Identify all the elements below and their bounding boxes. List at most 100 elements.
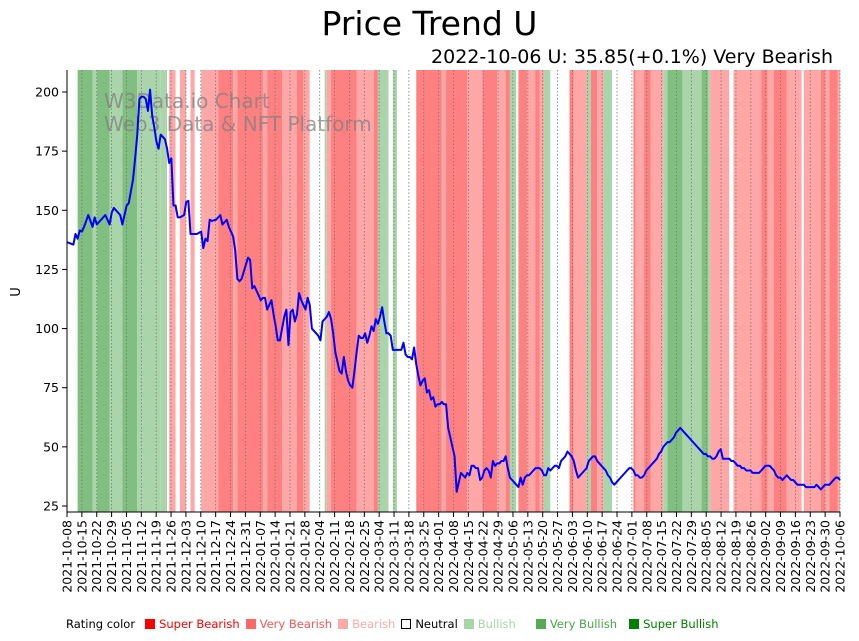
rating-band-neutral: [397, 70, 417, 512]
rating-band-very-bearish: [644, 70, 651, 512]
x-tick-label: 2022-03-11: [387, 520, 402, 593]
rating-band-bearish: [635, 70, 645, 512]
x-tick-label: 2022-08-05: [699, 520, 714, 593]
legend-title: Rating color: [66, 617, 136, 631]
x-tick-label: 2022-09-30: [818, 520, 833, 593]
legend-swatch: [535, 619, 546, 629]
rating-band-bearish: [303, 70, 310, 512]
x-tick-label: 2022-07-22: [669, 520, 684, 593]
x-tick-label: 2021-12-24: [223, 520, 238, 593]
rating-band-bearish: [201, 70, 208, 512]
rating-band-bearish: [467, 70, 483, 512]
rating-band-bullish: [682, 70, 702, 512]
rating-band-very-bearish: [820, 70, 826, 512]
x-tick-label: 2022-04-22: [476, 520, 491, 593]
legend-label: Super Bullish: [643, 617, 719, 631]
rating-band-bearish: [282, 70, 297, 512]
x-tick-label: 2022-02-11: [327, 520, 342, 593]
rating-band-bearish: [207, 70, 219, 512]
x-tick-label: 2022-08-19: [728, 520, 743, 593]
x-tick-label: 2021-12-03: [178, 520, 193, 593]
x-tick-label: 2021-12-17: [208, 520, 223, 593]
rating-band-very-bearish: [535, 70, 540, 512]
y-tick-label: 150: [35, 203, 59, 218]
rating-band-bearish: [179, 70, 187, 512]
x-tick-label: 2022-06-10: [580, 520, 595, 593]
x-tick-label: 2021-11-12: [134, 520, 149, 593]
rating-band-bullish: [324, 70, 327, 512]
rating-band-very-bearish: [829, 70, 838, 512]
legend-item-very-bullish: Very Bullish: [535, 617, 617, 631]
y-tick-label: 125: [35, 262, 59, 277]
x-tick-label: 2022-04-29: [491, 520, 506, 593]
legend-swatch: [629, 619, 640, 629]
rating-band-bullish: [707, 70, 711, 512]
x-tick-label: 2021-10-15: [74, 520, 89, 593]
rating-band-neutral: [186, 70, 191, 512]
x-tick-label: 2022-08-12: [714, 520, 729, 593]
x-tick-label: 2022-03-25: [416, 520, 431, 593]
rating-band-very-bearish: [590, 70, 598, 512]
rating-band-bearish: [786, 70, 802, 512]
rating-band-very-bearish: [482, 70, 498, 512]
x-tick-label: 2022-06-24: [610, 520, 625, 593]
rating-band-bearish: [326, 70, 332, 512]
legend-label: Super Bearish: [159, 617, 240, 631]
rating-band-neutral: [318, 70, 325, 512]
x-tick-label: 2022-07-15: [654, 520, 669, 593]
rating-band-bullish: [137, 70, 161, 512]
rating-band-neutral: [167, 70, 170, 512]
rating-band-bullish: [586, 70, 591, 512]
rating-band-bearish: [597, 70, 604, 512]
rating-band-bearish: [803, 70, 821, 512]
x-tick-label: 2021-11-19: [149, 520, 164, 593]
watermark-line-2: Web3 Data & NFT Platform: [104, 112, 372, 136]
x-tick-label: 2022-09-02: [758, 520, 773, 593]
x-tick-label: 2022-06-17: [595, 520, 610, 593]
rating-band-very-bearish: [271, 70, 283, 512]
x-tick-label: 2022-04-01: [431, 520, 446, 593]
rating-band-very-bearish: [331, 70, 357, 512]
x-tick-label: 2022-05-06: [505, 520, 520, 593]
legend-item-neutral: Neutral: [401, 617, 458, 631]
rating-band-neutral: [729, 70, 734, 512]
x-tick-label: 2022-05-13: [520, 520, 535, 593]
rating-band-very-bearish: [296, 70, 304, 512]
rating-band-bearish: [573, 70, 587, 512]
x-tick-label: 2022-05-27: [550, 520, 565, 593]
legend-item-super-bearish: Super Bearish: [145, 617, 240, 631]
rating-band-neutral: [194, 70, 202, 512]
rating-band-very-bearish: [761, 70, 768, 512]
rating-band-bullish: [603, 70, 613, 512]
x-tick-label: 2021-10-22: [89, 520, 104, 593]
legend-swatch: [338, 619, 349, 629]
x-tick-label: 2022-01-28: [297, 520, 312, 593]
y-tick-label: 175: [35, 144, 59, 159]
rating-band-neutral: [388, 70, 393, 512]
rating-band-neutral: [801, 70, 804, 512]
rating-bands: [77, 70, 840, 512]
x-tick-label: 2022-01-14: [268, 520, 283, 593]
rating-band-bearish: [169, 70, 176, 512]
x-tick-label: 2021-10-29: [104, 520, 119, 593]
y-tick-label: 25: [43, 499, 59, 514]
rating-band-bearish: [767, 70, 774, 512]
rating-band-very-bearish: [373, 70, 378, 512]
rating-band-bearish: [837, 70, 840, 512]
legend-item-very-bearish: Very Bearish: [245, 617, 332, 631]
rating-band-very-bearish: [416, 70, 442, 512]
rating-band-bullish: [160, 70, 168, 512]
price-line: [66, 88, 841, 493]
legend-swatch: [145, 619, 156, 629]
y-tick-label: 50: [43, 439, 59, 454]
x-tick-label: 2022-04-08: [446, 520, 461, 593]
rating-band-neutral: [612, 70, 634, 512]
x-tick-label: 2022-07-29: [684, 520, 699, 593]
rating-band-very-bullish: [667, 70, 683, 512]
rating-band-bullish: [663, 70, 668, 512]
legend-swatch: [245, 619, 256, 629]
x-tick-label: 2022-10-06: [833, 520, 848, 593]
rating-band-neutral: [309, 70, 319, 512]
x-tick-label: 2022-07-01: [624, 520, 639, 593]
rating-band-very-bearish: [446, 70, 468, 512]
